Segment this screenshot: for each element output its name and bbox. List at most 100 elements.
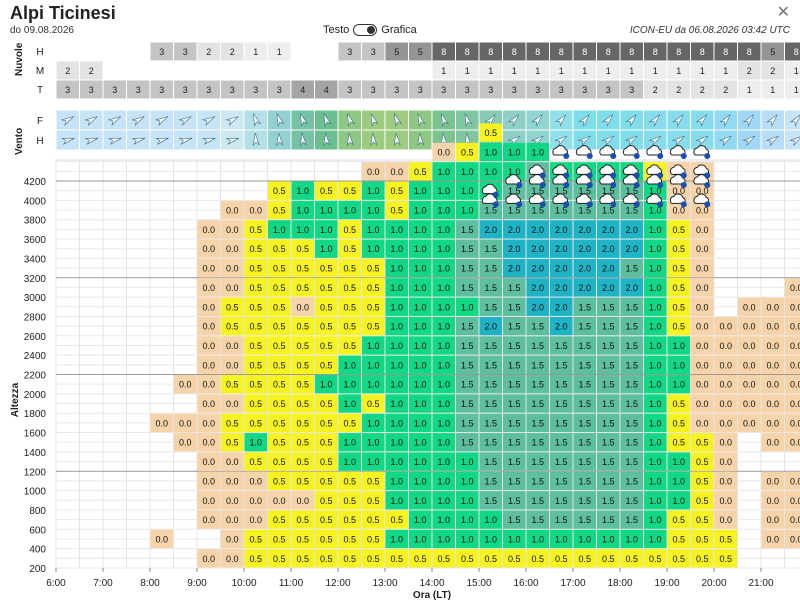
lift-value: 0.0 — [202, 457, 215, 467]
lift-value: 0.5 — [508, 554, 521, 564]
lift-value: 1.5 — [484, 244, 497, 254]
thunderstorm-cloud-icon — [669, 193, 687, 208]
cloud-value: 8 — [512, 47, 517, 57]
wind-arrow-icon — [464, 113, 473, 127]
lift-value: 0.0 — [226, 476, 239, 486]
thunderstorm-cloud-icon — [646, 145, 664, 159]
cloud-value: 8 — [441, 47, 446, 57]
lift-cell — [785, 433, 800, 452]
toggle-switch[interactable] — [353, 24, 378, 36]
lift-cell — [644, 355, 667, 374]
lift-cell — [714, 433, 737, 452]
cloud-value: 3 — [629, 85, 634, 95]
lift-cell — [268, 336, 291, 355]
lift-value: 1.5 — [508, 360, 521, 370]
lift-cell — [691, 529, 714, 549]
lift-value: 0.5 — [672, 225, 685, 235]
lift-cell — [573, 394, 596, 413]
lift-cell — [503, 297, 526, 316]
cloud-row-label-H: H — [36, 47, 43, 58]
close-icon[interactable]: ✕ — [776, 4, 790, 21]
lift-value: 1.5 — [602, 302, 615, 312]
lift-cell — [409, 471, 432, 491]
lift-cell — [714, 452, 737, 471]
cloud-value: 1 — [723, 66, 728, 76]
lift-value: 0.0 — [696, 360, 709, 370]
cloud-value: 1 — [512, 66, 517, 76]
lift-value: 2.0 — [578, 244, 591, 254]
lift-value: 1.0 — [296, 206, 309, 216]
lift-value: 1.0 — [343, 206, 356, 216]
lift-value: 0.5 — [367, 496, 380, 506]
lift-cell — [550, 220, 573, 239]
wind-arrow-icon — [323, 113, 332, 127]
lift-cell — [409, 394, 432, 413]
lift-value: 0.0 — [719, 360, 732, 370]
lift-value: 0.0 — [202, 380, 215, 390]
lift-cell — [503, 220, 526, 239]
wind-arrow-icon — [225, 116, 239, 127]
cloud-cell — [126, 60, 151, 81]
lift-value: 0.5 — [320, 515, 333, 525]
lift-value: 0.5 — [578, 554, 591, 564]
lift-cell — [432, 529, 455, 549]
lift-value: 1.0 — [508, 534, 521, 544]
lift-value: 0.5 — [320, 399, 333, 409]
lift-cell — [714, 375, 737, 394]
lift-value: 0.0 — [155, 418, 168, 428]
lift-value: 0.5 — [320, 186, 333, 196]
lift-value: 0.5 — [249, 418, 262, 428]
lift-value: 1.0 — [649, 225, 662, 235]
lift-value: 1.5 — [602, 438, 615, 448]
view-toggle[interactable]: Testo Grafica — [323, 24, 417, 36]
lift-cell — [691, 491, 714, 510]
lift-cell — [597, 375, 620, 394]
lift-value: 1.0 — [414, 476, 427, 486]
cloud-cell — [290, 41, 315, 62]
wind-arrow-icon — [108, 137, 122, 145]
lift-cell — [315, 510, 338, 529]
lift-cell — [244, 316, 267, 336]
wind-arrow-icon — [648, 135, 662, 147]
lift-value: 0.5 — [343, 341, 356, 351]
lift-cell — [409, 491, 432, 510]
lift-value: 0.5 — [273, 380, 286, 390]
lift-value: 1.0 — [649, 496, 662, 506]
lift-value: 1.0 — [508, 167, 521, 177]
lift-cell — [385, 336, 408, 355]
cloud-row-label-M: M — [36, 66, 44, 77]
lift-value: 1.5 — [531, 399, 544, 409]
cloud-value: 3 — [535, 85, 540, 95]
lift-cell — [761, 297, 784, 316]
lift-cell — [174, 433, 197, 452]
lift-value: 1.5 — [555, 186, 568, 196]
lift-cell — [315, 220, 338, 239]
lift-value: 0.5 — [367, 515, 380, 525]
lift-value: 1.0 — [649, 476, 662, 486]
lift-value: 0.0 — [719, 515, 732, 525]
wind-arrow-icon — [742, 114, 755, 127]
lift-value: 2.0 — [625, 244, 638, 254]
lift-cell — [456, 394, 479, 413]
lift-cell — [362, 162, 385, 181]
lift-value: 1.5 — [508, 380, 521, 390]
lift-value: 0.0 — [719, 341, 732, 351]
lift-cell — [268, 529, 291, 549]
lift-value: 0.0 — [696, 186, 709, 196]
lift-cell — [761, 510, 784, 529]
cloud-value: 3 — [418, 85, 423, 95]
lift-cell — [714, 549, 737, 568]
lift-value: 0.0 — [719, 380, 732, 390]
lift-value: 0.5 — [649, 554, 662, 564]
lift-value: 0.0 — [719, 438, 732, 448]
lift-cell — [550, 278, 573, 297]
lift-cell — [432, 162, 455, 181]
lift-value: 1.5 — [555, 457, 568, 467]
lift-cell — [550, 529, 573, 549]
lift-value: 0.0 — [790, 360, 800, 370]
lift-cell — [503, 239, 526, 258]
wind-arrow-icon — [530, 135, 544, 147]
cloud-value: 1 — [465, 66, 470, 76]
lift-value: 1.5 — [555, 399, 568, 409]
lift-cell — [691, 375, 714, 394]
